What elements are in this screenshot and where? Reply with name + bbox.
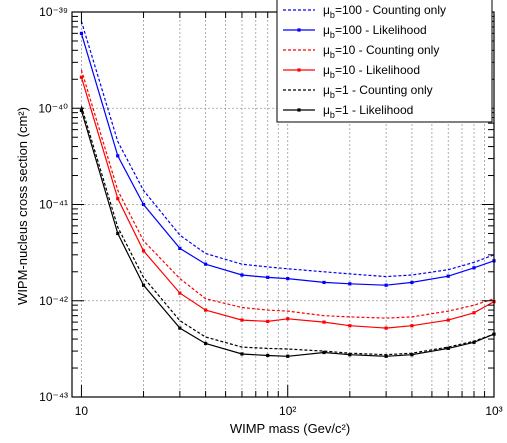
series-point: [178, 326, 182, 330]
y-tick-label: 10⁻³⁹: [39, 5, 68, 19]
legend-entry-label: μb=10 - Counting only: [323, 43, 439, 60]
series-point: [384, 283, 388, 287]
series-point: [204, 262, 208, 266]
y-tick-label: 10⁻⁴⁰: [38, 101, 68, 115]
series-point: [410, 324, 414, 328]
legend: μb=100 - Counting only μb=100 - Likelihoo…: [276, 0, 493, 123]
series-line-2: [80, 69, 495, 319]
legend-entry-label: μb=1 - Likelihood: [323, 103, 413, 120]
series-point: [348, 282, 352, 286]
series-point: [79, 31, 84, 35]
series-point: [116, 197, 120, 201]
legend-entry-label: μb=100 - Likelihood: [323, 23, 427, 40]
series-point: [410, 280, 414, 285]
series-point: [446, 318, 450, 322]
series-point: [266, 353, 270, 358]
y-tick-label: 10⁻⁴¹: [39, 198, 68, 212]
series-point: [141, 202, 146, 207]
series-point: [286, 354, 290, 358]
series-point: [322, 350, 326, 355]
series-point: [178, 291, 182, 295]
y-tick-label: 10⁻⁴²: [39, 294, 68, 308]
x-tick-label: 10³: [485, 404, 502, 418]
series-point: [472, 311, 476, 315]
y-tick-label: 10⁻⁴³: [39, 390, 68, 404]
series-point: [240, 273, 244, 277]
legend-marker: [297, 28, 301, 32]
series-point: [79, 108, 84, 112]
series-point: [322, 280, 326, 285]
series-line-4: [80, 106, 495, 356]
x-axis-label: WIMP mass (Gev/c²): [230, 421, 350, 436]
series-point: [322, 320, 326, 324]
legend-entry-label: μb=100 - Counting only: [323, 3, 446, 20]
series-point: [286, 317, 290, 321]
series-point: [79, 75, 84, 79]
series-point: [178, 246, 182, 250]
series-layer: [79, 21, 496, 358]
series-point: [286, 276, 290, 281]
series-point: [472, 340, 476, 344]
x-tick-label: 10²: [279, 404, 296, 418]
series-point: [240, 352, 244, 356]
series-point: [348, 353, 352, 357]
y-axis-label: WIPM-nucleus cross section (cm²): [15, 107, 30, 305]
series-point: [240, 318, 244, 322]
legend-marker: [297, 68, 301, 72]
series-point: [348, 324, 352, 328]
series-point: [472, 266, 476, 270]
series-point: [384, 326, 388, 330]
legend-entry-label: μb=1 - Counting only: [323, 83, 433, 100]
legend-entry-label: μb=10 - Likelihood: [323, 63, 420, 80]
legend-marker: [297, 108, 301, 112]
series-line-0: [80, 21, 495, 278]
series-point: [446, 274, 450, 278]
series-point: [384, 354, 388, 358]
series-point: [410, 353, 414, 357]
series-point: [204, 341, 208, 346]
x-tick-label: 10: [75, 404, 89, 418]
series-point: [141, 249, 146, 253]
legend-box: [276, 0, 493, 123]
series-point: [266, 275, 270, 279]
series-point: [141, 283, 146, 287]
series-point: [204, 308, 208, 312]
series-point: [266, 319, 270, 324]
tick-labels: 10 10² 10³ 10⁻⁴³ 10⁻⁴² 10⁻⁴¹ 10⁻⁴⁰ 10⁻³⁹: [38, 5, 502, 418]
grid: [71, 11, 494, 398]
series-point: [116, 154, 120, 158]
series-point: [116, 231, 120, 236]
series-point: [446, 346, 450, 350]
